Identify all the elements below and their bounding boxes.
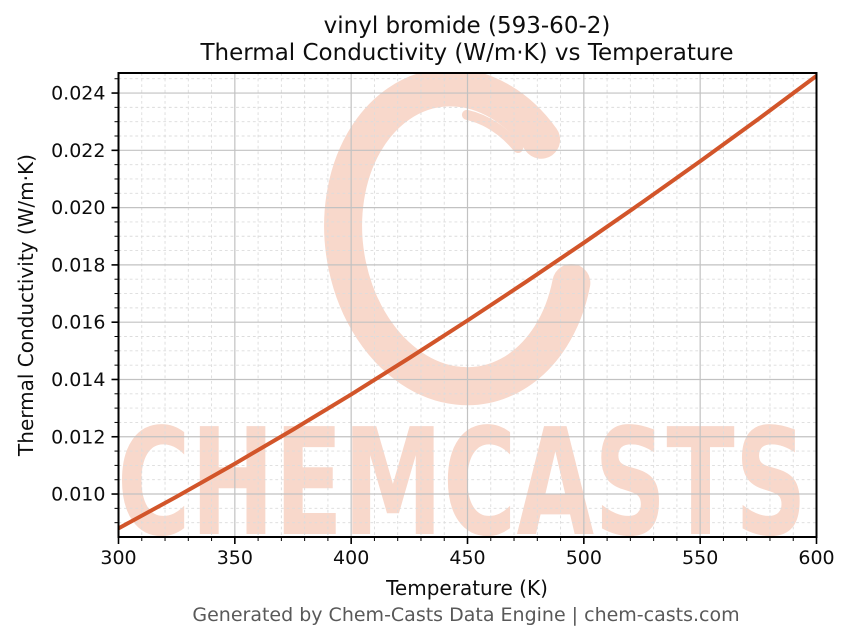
brush-c-logo-icon: [324, 73, 591, 406]
y-tick-label: 0.010: [51, 484, 105, 506]
y-tick-label: 0.012: [51, 426, 105, 448]
x-tick-label: 550: [682, 547, 718, 569]
axis-ticks: [111, 78, 818, 544]
y-tick-label: 0.022: [51, 140, 105, 162]
y-tick-label: 0.020: [51, 197, 105, 219]
chart-title-line1: vinyl bromide (593-60-2): [323, 13, 611, 39]
watermark-text: CHEMCASTS: [117, 397, 807, 569]
x-tick-label: 300: [100, 547, 136, 569]
y-tick-label: 0.024: [51, 83, 105, 105]
y-tick-labels: 0.010 0.012 0.014 0.016 0.018 0.020 0.022 0.024: [51, 83, 105, 506]
x-tick-label: 350: [217, 547, 253, 569]
y-axis-label: Thermal Conductivity (W/m·K): [14, 154, 38, 456]
y-tick-label: 0.016: [51, 312, 105, 334]
major-gridlines: [118, 73, 817, 537]
chart-title-line2: Thermal Conductivity (W/m·K) vs Temperat…: [200, 40, 734, 66]
y-tick-label: 0.018: [51, 254, 105, 276]
x-tick-label: 600: [798, 547, 834, 569]
footer-credit: Generated by Chem-Casts Data Engine | ch…: [192, 604, 740, 626]
x-tick-label: 450: [449, 547, 485, 569]
x-axis-label: Temperature (K): [386, 576, 548, 600]
watermark: CHEMCASTS: [117, 73, 807, 569]
x-tick-labels: 300 350 400 450 500 550 600: [100, 547, 834, 569]
data-line-thermal-conductivity: [118, 73, 817, 531]
x-tick-label: 400: [333, 547, 369, 569]
chart-title: vinyl bromide (593-60-2) Thermal Conduct…: [118, 13, 816, 67]
y-tick-label: 0.014: [51, 369, 105, 391]
x-tick-label: 500: [566, 547, 602, 569]
